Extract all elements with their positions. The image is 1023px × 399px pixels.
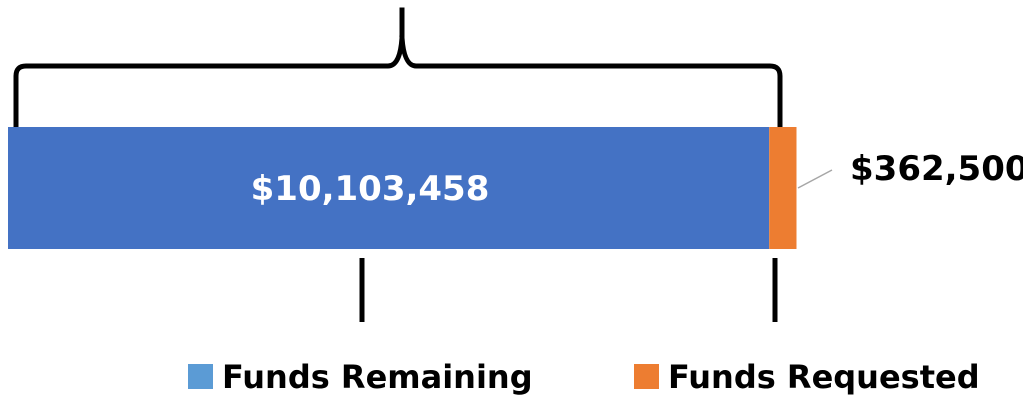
legend: Funds Remaining Funds Requested	[188, 358, 980, 396]
total-brace	[13, 7, 783, 129]
legend-label-funds-requested: Funds Requested	[668, 358, 980, 396]
bar-segment-funds-requested	[769, 127, 797, 249]
funds-remaining-data-label: $10,103,458	[251, 169, 490, 209]
legend-swatch-funds-remaining	[188, 364, 213, 389]
legend-swatch-funds-requested	[634, 364, 659, 389]
legend-label-funds-remaining: Funds Remaining	[222, 358, 533, 396]
bar-segment-funds-remaining	[8, 127, 770, 249]
funds-requested-data-label: $362,500	[850, 149, 1023, 189]
requested-leader-line	[797, 169, 833, 189]
